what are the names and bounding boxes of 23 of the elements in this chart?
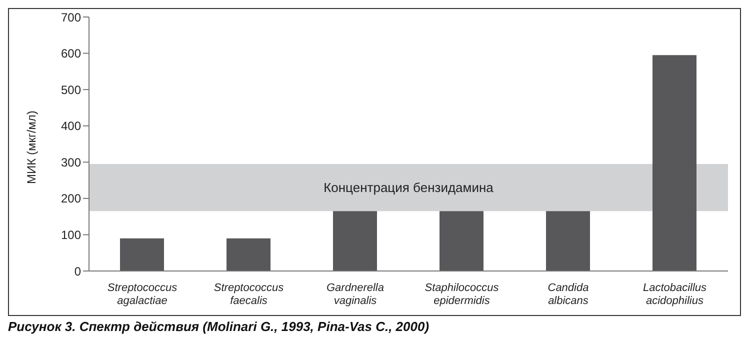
y-tick-label: 0 xyxy=(74,264,82,278)
bar xyxy=(546,211,590,271)
y-axis-title: МИК (мкг/мл) xyxy=(24,110,38,184)
bar xyxy=(333,211,377,271)
y-tick-label: 500 xyxy=(60,82,82,97)
x-tick-label: Staphilococcus epidermidis xyxy=(424,282,500,307)
bar xyxy=(226,238,270,271)
text: Рисунок 3. Спектр действия (Molinari G., 1993, Pina-Vas C., 2000) xyxy=(8,319,430,334)
x-tick-label: Streptococcus faecalis xyxy=(214,282,284,307)
x-tick-label: Streptococcus agalactiae xyxy=(107,282,178,307)
y-tick-label: 400 xyxy=(60,119,82,134)
bar xyxy=(440,211,484,271)
y-tick-label: 200 xyxy=(60,192,82,206)
x-tick-label: Gardnerella vaginalis xyxy=(326,282,384,307)
y-tick-label: 700 xyxy=(60,10,82,24)
band-label: Концентрация бензидамина xyxy=(324,180,494,196)
y-tick-label: 300 xyxy=(60,155,82,170)
bar xyxy=(652,55,696,271)
x-tick-label: Lactobacillus acidophilius xyxy=(642,282,708,307)
x-tick-label: Candida albicans xyxy=(548,282,589,307)
bar xyxy=(120,238,164,271)
y-tick-label: 100 xyxy=(60,228,82,242)
y-tick-label: 600 xyxy=(60,46,82,61)
